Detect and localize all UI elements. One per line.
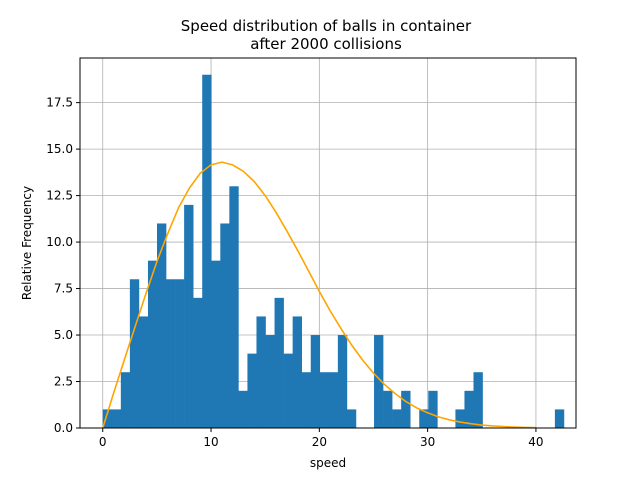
histogram-bar: [166, 279, 176, 428]
histogram-bar: [374, 335, 384, 428]
y-tick-label: 2.5: [54, 375, 73, 389]
histogram-bar: [211, 260, 221, 428]
histogram-bar: [129, 279, 140, 428]
fit-curve-layer: [101, 161, 536, 429]
x-tick-label: 0: [99, 435, 107, 449]
y-ticks: 0.0 2.5 5.0 7.5 10.0 12.5 15.0 17.5: [46, 96, 80, 435]
histogram-bar: [265, 335, 275, 428]
histogram-bar: [554, 409, 565, 428]
x-tick-label: 10: [203, 435, 218, 449]
histogram-bar: [256, 316, 266, 428]
histogram-bar: [337, 335, 348, 428]
histogram-bar: [156, 223, 167, 428]
x-tick-label: 20: [312, 435, 327, 449]
y-tick-label: 10.0: [46, 235, 73, 249]
histogram-bars: [102, 74, 565, 428]
histogram-bar: [292, 316, 302, 428]
histogram-bar: [220, 223, 230, 428]
histogram-bar: [401, 390, 411, 428]
histogram-bar: [419, 409, 429, 428]
histogram-bar: [120, 372, 131, 428]
histogram-bar: [464, 390, 474, 428]
y-tick-label: 15.0: [46, 142, 73, 156]
histogram-bar: [238, 390, 248, 428]
histogram-bar: [138, 316, 149, 428]
x-ticks: 0 10 20 30 40: [99, 428, 544, 449]
plot-frame: [79, 57, 577, 429]
histogram-bar: [193, 297, 203, 428]
histogram-bar: [310, 335, 321, 428]
maxwell-boltzmann-curve: [101, 161, 536, 429]
histogram-bar: [328, 372, 339, 428]
histogram-bar: [473, 372, 483, 428]
y-tick-label: 7.5: [54, 282, 73, 296]
histogram-bar: [274, 297, 284, 428]
histogram-bar: [184, 204, 194, 428]
x-tick-label: 40: [528, 435, 543, 449]
histogram-bar: [428, 390, 438, 428]
histogram-bar: [202, 74, 212, 428]
histogram-bar: [175, 279, 185, 428]
histogram-bar: [111, 409, 122, 428]
histogram-bar: [247, 353, 257, 428]
chart-title-line-1: Speed distribution of balls in container: [181, 17, 472, 35]
y-tick-label: 17.5: [46, 96, 73, 110]
histogram-bar: [383, 390, 393, 428]
histogram-bar: [455, 409, 465, 428]
chart-title-line-2: after 2000 collisions: [250, 35, 402, 53]
y-tick-label: 5.0: [54, 328, 73, 342]
x-tick-label: 30: [420, 435, 435, 449]
y-axis-label: Relative Frequency: [20, 186, 34, 300]
y-tick-label: 12.5: [46, 189, 73, 203]
histogram-bar: [147, 260, 158, 428]
histogram-bar: [102, 409, 113, 428]
histogram-bar: [283, 353, 293, 428]
histogram-bar: [392, 409, 402, 428]
histogram-bar: [319, 372, 330, 428]
x-axis-label: speed: [310, 456, 346, 470]
y-tick-label: 0.0: [54, 421, 73, 435]
histogram-bar: [229, 186, 239, 428]
histogram-bar: [301, 372, 312, 428]
histogram-bar: [346, 409, 357, 428]
